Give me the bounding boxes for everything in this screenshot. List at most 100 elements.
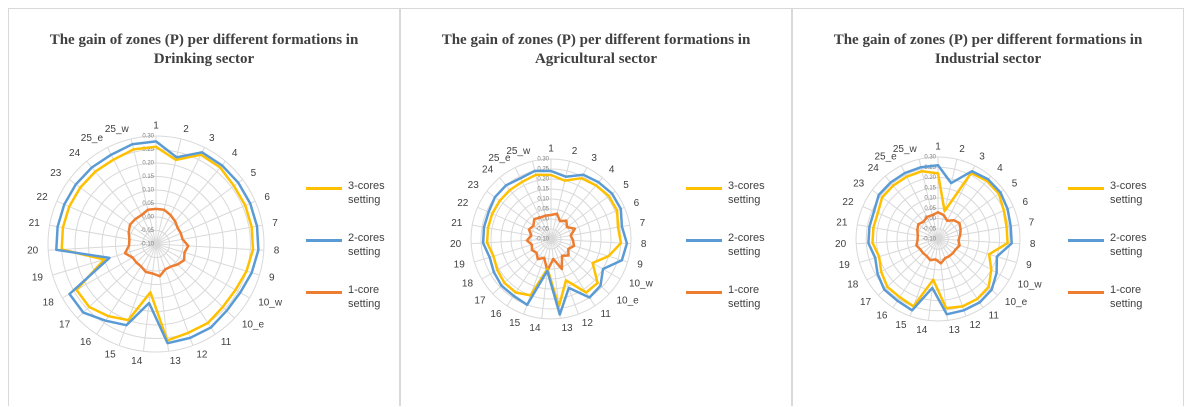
spoke — [474, 238, 552, 263]
legend-entry: 2-cores setting — [686, 231, 781, 271]
category-label: 18 — [462, 279, 474, 290]
legend-label: 3-cores setting — [348, 180, 385, 206]
category-label: 17 — [860, 297, 872, 308]
legend-entry: 1-core setting — [1068, 283, 1163, 323]
spoke — [155, 243, 235, 319]
legend-swatch — [686, 239, 722, 242]
y-tick-label: -0.10 — [922, 237, 936, 243]
category-label: 1 — [935, 142, 941, 153]
y-tick-label: 0.10 — [924, 196, 936, 202]
series-line — [525, 212, 577, 273]
y-tick-label: 0.05 — [142, 201, 154, 207]
spoke — [884, 175, 939, 240]
category-label: 9 — [269, 272, 275, 283]
category-label: 5 — [1012, 179, 1018, 190]
spoke — [506, 238, 552, 307]
y-tick-label: 0.10 — [142, 188, 154, 194]
chart-panel: The gain of zones (P) per different form… — [8, 8, 400, 406]
category-label: 19 — [839, 260, 851, 271]
series-line — [55, 140, 260, 345]
category-label: 7 — [1029, 218, 1035, 229]
category-label: 24 — [868, 163, 880, 174]
spoke — [155, 179, 243, 245]
category-label: 10_e — [1005, 297, 1028, 308]
legend-swatch — [306, 239, 342, 242]
legend-swatch — [306, 291, 342, 294]
y-tick-label: 0.00 — [537, 217, 549, 223]
spoke — [856, 238, 939, 245]
y-tick-label: 0.20 — [924, 175, 936, 181]
y-tick-label: 0.30 — [924, 155, 936, 161]
category-label: 13 — [170, 356, 182, 367]
spoke — [514, 167, 552, 240]
spoke — [550, 177, 603, 240]
category-label: 15 — [509, 318, 521, 329]
chart-panel: The gain of zones (P) per different form… — [792, 8, 1184, 406]
legend-swatch — [1068, 187, 1104, 190]
y-tick-label: -0.10 — [140, 242, 154, 248]
spoke — [541, 238, 552, 319]
category-label: 4 — [232, 148, 238, 159]
series-line — [60, 145, 255, 342]
legend-entry: 2-cores setting — [306, 231, 401, 271]
spoke — [862, 206, 939, 240]
category-label: 19 — [454, 259, 466, 270]
spoke — [550, 238, 621, 280]
spoke — [857, 224, 939, 240]
spoke — [550, 238, 628, 263]
spoke — [937, 224, 1019, 240]
category-label: 11 — [989, 311, 1000, 322]
spoke — [49, 224, 157, 245]
spoke — [866, 238, 939, 281]
category-label: 21 — [836, 218, 848, 229]
spoke — [499, 177, 552, 240]
spoke — [937, 238, 1017, 263]
series-line — [867, 163, 1013, 316]
legend-label: 1-core setting — [348, 284, 381, 310]
category-label: 3 — [209, 133, 215, 144]
spoke — [937, 175, 992, 240]
y-tick-label: 0.15 — [142, 174, 154, 180]
category-label: 10_e — [242, 320, 265, 331]
spoke — [155, 243, 264, 251]
spoke — [155, 224, 263, 245]
chart: 1 2345678910_w10_e11121314151617181920212… — [27, 121, 283, 367]
legend-entry: 3-cores setting — [306, 179, 401, 219]
spoke — [937, 206, 1014, 240]
spoke — [871, 189, 939, 240]
series-line — [915, 211, 962, 265]
spoke — [492, 238, 552, 295]
y-tick-label: -0.05 — [922, 226, 936, 232]
category-label: 23 — [853, 179, 865, 190]
category-label: 6 — [1022, 197, 1028, 208]
series-line — [481, 169, 629, 316]
chart-title: The gain of zones (P) per different form… — [833, 32, 1143, 67]
legend-label: 2-cores setting — [728, 232, 765, 258]
legend-entry: 1-core setting — [686, 283, 781, 323]
category-label: 14 — [529, 323, 541, 334]
legend-label: 2-cores setting — [1110, 232, 1147, 258]
y-tick-label: 0.25 — [142, 147, 154, 153]
legend-entry: 2-cores setting — [1068, 231, 1163, 271]
spoke — [937, 159, 958, 240]
category-label: 25_w — [506, 146, 531, 157]
spoke — [118, 243, 157, 346]
category-label: 23 — [468, 180, 480, 191]
y-tick-label: 0.30 — [537, 157, 549, 163]
category-label: 11 — [600, 309, 611, 320]
category-label: 7 — [272, 218, 278, 229]
category-label: 14 — [916, 325, 928, 336]
category-label: 12 — [969, 320, 981, 331]
category-label: 3 — [979, 151, 985, 162]
y-tick-label: -0.05 — [535, 227, 549, 233]
category-label: 9 — [637, 259, 643, 270]
category-label: 10_w — [629, 279, 654, 290]
category-label: 10_e — [616, 295, 639, 306]
spoke — [550, 224, 630, 240]
y-tick-label: 0.20 — [142, 161, 154, 167]
category-label: 22 — [37, 192, 49, 203]
spoke — [155, 243, 260, 276]
spoke — [155, 160, 226, 245]
spoke — [550, 161, 570, 240]
